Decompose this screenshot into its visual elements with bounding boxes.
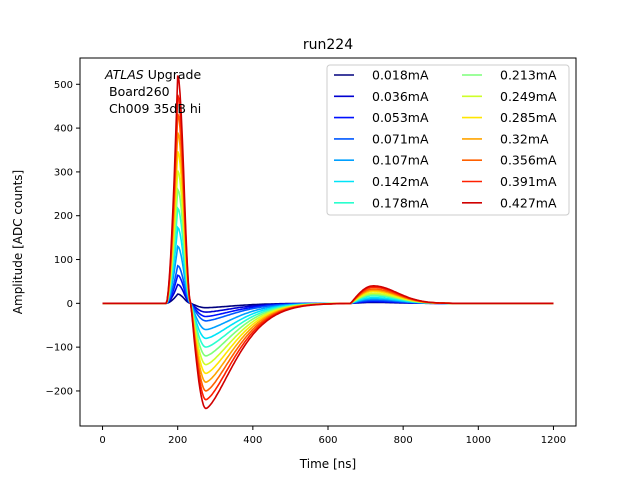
- plot-frame: [79, 57, 577, 427]
- x-tick-label: 800: [394, 435, 413, 446]
- legend-label: 0.32mA: [500, 131, 549, 146]
- legend-label: 0.142mA: [372, 174, 429, 189]
- x-tick-label: 1200: [541, 435, 566, 446]
- series-line-0.427mA: [102, 75, 554, 410]
- y-tick-label: −200: [46, 386, 73, 397]
- annotation-channel: Ch009 35dB hi: [109, 101, 201, 116]
- legend-label: 0.071mA: [372, 131, 429, 146]
- legend-label: 0.018mA: [372, 68, 429, 83]
- annotation-atlas: ATLAS Upgrade: [104, 67, 201, 82]
- legend-label: 0.427mA: [500, 195, 557, 210]
- annotation-board: Board260: [109, 84, 170, 99]
- x-tick-label: 1000: [466, 435, 491, 446]
- legend-label: 0.285mA: [500, 110, 557, 125]
- y-tick-label: 0: [67, 299, 73, 310]
- x-tick-label: 0: [99, 435, 105, 446]
- y-tick-label: 100: [54, 255, 73, 266]
- legend-label: 0.249mA: [500, 89, 557, 104]
- y-tick-label: 400: [54, 124, 73, 135]
- y-tick-label: 200: [54, 211, 73, 222]
- legend-label: 0.356mA: [500, 153, 557, 168]
- y-tick-label: 500: [54, 80, 73, 91]
- legend-label: 0.213mA: [500, 68, 557, 83]
- y-tick-label: 300: [54, 167, 73, 178]
- y-axis-label: Amplitude [ADC counts]: [11, 170, 25, 314]
- x-tick-label: 600: [318, 435, 337, 446]
- legend: 0.018mA 0.036mA 0.053mA 0.071mA 0.107mA 0.142…: [326, 64, 570, 216]
- legend-label: 0.178mA: [372, 195, 429, 210]
- x-tick-label: 200: [168, 435, 187, 446]
- legend-label: 0.053mA: [372, 110, 429, 125]
- x-tick-label: 400: [243, 435, 262, 446]
- chart-title: run224: [303, 37, 353, 53]
- legend-label: 0.107mA: [372, 153, 429, 168]
- x-axis-label: Time [ns]: [299, 457, 356, 471]
- legend-label: 0.036mA: [372, 89, 429, 104]
- legend-label: 0.391mA: [500, 174, 557, 189]
- legend-box: [326, 64, 570, 216]
- y-tick-label: −100: [46, 343, 73, 354]
